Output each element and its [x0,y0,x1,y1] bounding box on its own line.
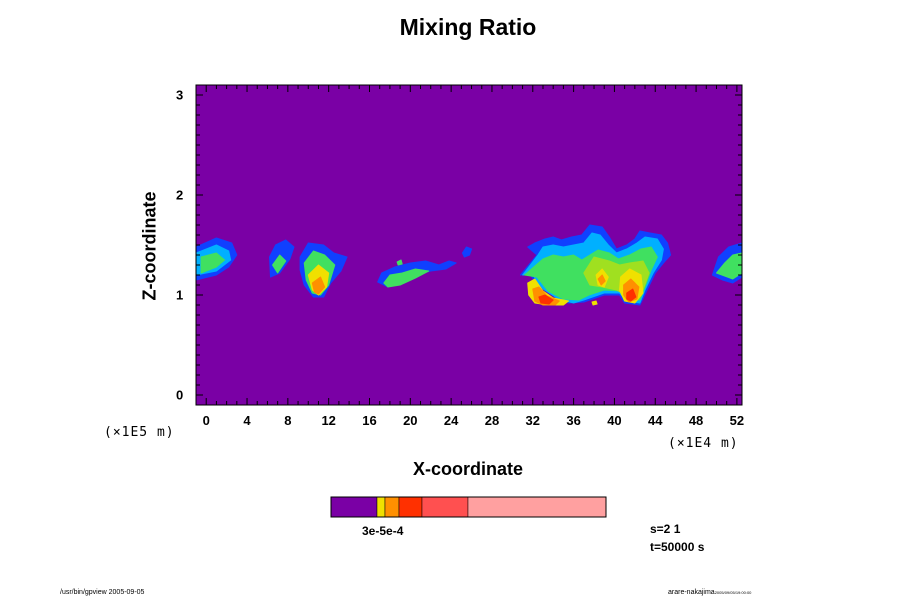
contour-region-25 [461,246,473,258]
x-tick-label: 40 [607,413,622,428]
x-axis-label: X-coordinate [412,459,523,479]
y-tick-label: 0 [176,387,184,403]
x-tick-label: 24 [443,413,459,428]
time-info: t=50000 s [650,540,705,554]
x-tick-label: 48 [688,413,704,428]
colorbar-label: 3e-5e-4 [362,524,404,538]
x-tick-label: 20 [403,413,418,428]
contour-region-26 [396,259,403,266]
x-tick-label: 12 [321,413,336,428]
colorbar-swatch [421,496,469,518]
contour-region-20 [626,288,637,302]
colorbar-swatch [467,496,607,518]
footer-right-small: 2005/09/05/19:00:00 [714,590,752,595]
contour-region-4 [272,254,287,274]
colorbar [330,496,607,518]
contour-region-2 [200,252,226,274]
colorbar-swatch [376,496,386,518]
x-tick-label: 44 [648,413,663,428]
contour-region-27 [591,300,598,306]
chart-title: Mixing Ratio [399,14,537,40]
contour-region-24 [716,252,742,280]
contour-region-22 [597,274,606,286]
x-tick-label: 36 [566,413,581,428]
y-axis-label: Z-coordinate [139,191,160,301]
footer-right: arare-nakajima2005/09/05/19:00:00 [668,589,751,596]
y-tick-label: 1 [176,287,184,303]
plot-frame [195,84,743,406]
footer-right-main: arare-nakajima [668,589,715,596]
slice-info: s=2 1 [650,522,681,536]
colorbar-swatch [398,496,423,518]
y-tick-label: 2 [176,187,184,203]
colorbar-swatch [330,496,378,518]
colorbar-swatch [384,496,400,518]
x-tick-label: 8 [284,413,292,428]
contour-region-8 [311,276,326,295]
colorbar-border [330,496,607,518]
x-axis-scale-factor: (×1E4 m) [668,436,739,451]
y-tick-label: 3 [176,87,184,103]
x-tick-label: 28 [484,413,500,428]
x-tick-label: 52 [729,413,745,428]
contour-region-17 [538,294,554,305]
x-tick-label: 0 [202,413,210,428]
footer-left: /usr/bin/gpview 2005-09-05 [60,589,145,596]
contour-layer [196,224,742,306]
contour-region-10 [383,268,430,288]
y-axis-scale-factor: (×1E5 m) [104,425,175,440]
x-tick-label: 4 [243,413,251,428]
x-tick-label: 32 [525,413,541,428]
x-tick-label: 16 [362,413,377,428]
